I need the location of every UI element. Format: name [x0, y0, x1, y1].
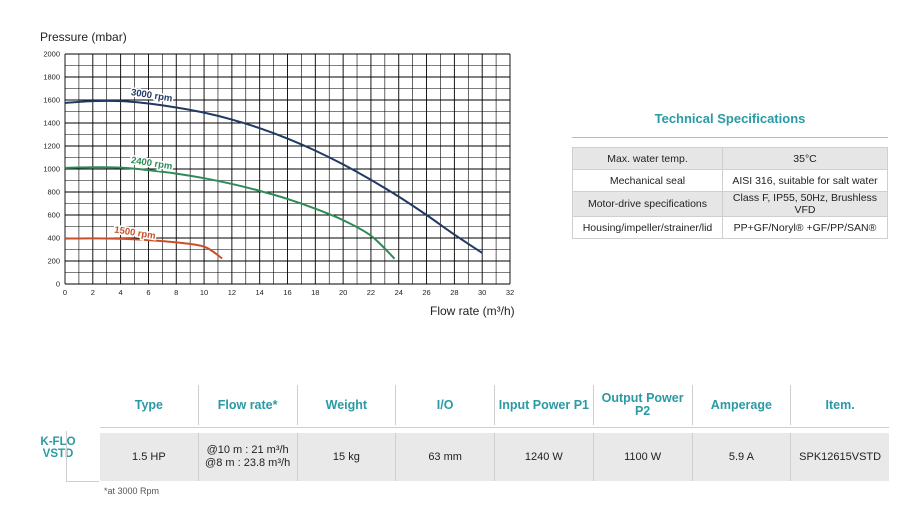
x-tick-label: 24	[395, 288, 403, 297]
chart-ticks: 0 2 4 6 8 10 12 14 16 18 20 22 24 26 28 30 3202004006008…	[43, 50, 514, 298]
x-tick-label: 12	[228, 288, 236, 297]
model-bracket	[66, 431, 67, 481]
x-tick-label: 10	[200, 288, 208, 297]
x-tick-label: 26	[422, 288, 430, 297]
cell-weight: 15 kg	[296, 433, 396, 481]
pump-curve-chart: 0 2 4 6 8 10 12 14 16 18 20 22 24 26 28 30 3202004006008…	[40, 30, 515, 318]
y-tick-label: 1800	[43, 73, 60, 82]
header-io: I/O	[395, 385, 494, 425]
y-tick-label: 1400	[43, 119, 60, 128]
spec-key: Motor-drive specifications	[572, 191, 723, 217]
spec-key: Mechanical seal	[572, 169, 723, 192]
spec-value: PP+GF/Noryl® +GF/PP/SAN®	[722, 216, 888, 239]
x-tick-label: 22	[367, 288, 375, 297]
header-output-power: Output Power P2	[592, 385, 692, 425]
product-header: Type Flow rate* Weight I/O Input Power P…	[100, 385, 889, 425]
y-tick-label: 600	[47, 211, 60, 220]
model-name: K-FLO VSTD	[40, 436, 76, 460]
cell-flow-rate: @10 m : 21 m³/h @8 m : 23.8 m³/h	[197, 433, 297, 481]
series-line-2400-rpm	[64, 166, 396, 260]
x-tick-label: 6	[146, 288, 150, 297]
chart-grid	[64, 53, 511, 285]
chart-curves	[64, 99, 483, 260]
header-weight: Weight	[296, 385, 396, 425]
cell-amperage: 5.9 A	[691, 433, 791, 481]
spec-title: Technical Specifications	[654, 111, 806, 126]
header-type: Type	[134, 397, 163, 412]
cell-output-power: 1100 W	[592, 433, 692, 481]
x-axis-label: Flow rate (m³/h)	[430, 304, 515, 318]
header-input-power: Input Power P1	[494, 385, 593, 425]
y-tick-label: 400	[47, 234, 60, 243]
x-tick-label: 18	[311, 288, 319, 297]
footnote: *at 3000 Rpm	[104, 486, 160, 496]
spec-divider	[572, 137, 888, 138]
spec-row: Max. water temp. 35°C	[572, 147, 888, 170]
y-tick-label: 1600	[43, 96, 60, 105]
spec-value: 35°C	[722, 147, 888, 170]
cell-input-power: 1240 W	[494, 433, 593, 481]
spec-row: Mechanical seal AISI 316, suitable for sa…	[572, 169, 888, 192]
cell-io: 63 mm	[395, 433, 494, 481]
cell-item: SPK12615VSTD	[790, 433, 889, 481]
header-flow-rate: Flow rate*	[197, 385, 297, 425]
header-amperage: Amperage	[691, 385, 791, 425]
series-line-1500-rpm	[64, 237, 223, 260]
spec-value: AISI 316, suitable for salt water	[722, 169, 888, 192]
y-tick-label: 800	[47, 188, 60, 197]
model-bracket-bottom	[66, 481, 99, 482]
x-tick-label: 2	[91, 288, 95, 297]
spec-table: Max. water temp. 35°C Mechanical seal AISI…	[572, 147, 888, 239]
spec-key: Max. water temp.	[572, 147, 723, 170]
x-tick-label: 32	[506, 288, 514, 297]
y-tick-label: 0	[56, 280, 60, 289]
y-tick-label: 1000	[43, 165, 60, 174]
x-tick-label: 0	[63, 288, 67, 297]
product-row: 1.5 HP @10 m : 21 m³/h @8 m : 23.8 m³/h 1…	[100, 433, 889, 481]
spec-value: Class F, IP55, 50Hz, Brushless VFD	[722, 191, 888, 217]
x-tick-label: 28	[450, 288, 458, 297]
y-tick-label: 2000	[43, 50, 60, 59]
spec-key: Housing/impeller/strainer/lid	[572, 216, 723, 239]
x-tick-label: 16	[283, 288, 291, 297]
spec-row: Housing/impeller/strainer/lid PP+GF/Noryl…	[572, 216, 888, 239]
cell-type: 1.5 HP	[132, 450, 166, 463]
y-tick-label: 1200	[43, 142, 60, 151]
header-item: Item.	[790, 385, 889, 425]
x-tick-label: 30	[478, 288, 486, 297]
x-tick-label: 4	[119, 288, 123, 297]
series-line-3000-rpm	[64, 99, 483, 254]
spec-row: Motor-drive specifications Class F, IP55,…	[572, 191, 888, 217]
y-axis-label: Pressure (mbar)	[40, 30, 127, 44]
y-tick-label: 200	[47, 257, 60, 266]
x-tick-label: 8	[174, 288, 178, 297]
x-tick-label: 20	[339, 288, 347, 297]
product-divider	[100, 427, 889, 428]
x-tick-label: 14	[256, 288, 264, 297]
